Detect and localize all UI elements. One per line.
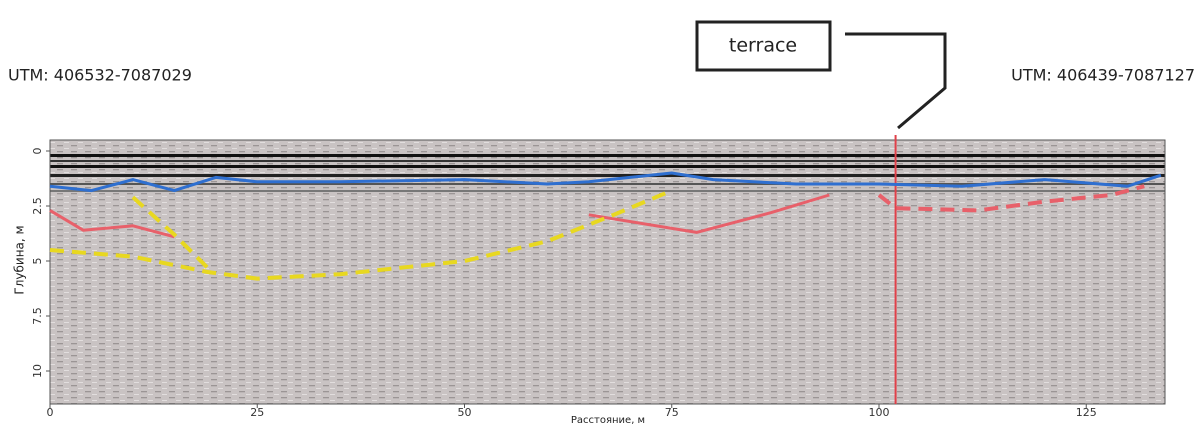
y-axis-title: Глубина, м <box>13 225 27 294</box>
interpretation-line <box>877 184 1145 213</box>
callout-connector <box>845 32 947 130</box>
x-tick-label: 25 <box>250 406 264 419</box>
utm-left: UTM: 406532-7087029 <box>8 66 192 85</box>
callout-box <box>695 20 832 72</box>
interpretation-line <box>49 171 1162 193</box>
utm-right: UTM: 406439-7087127 <box>1011 66 1195 85</box>
x-tick-label: 75 <box>665 406 679 419</box>
plot-frame <box>49 139 1166 405</box>
y-tick-label: 0 <box>31 148 44 155</box>
x-tick-label: 100 <box>868 406 889 419</box>
x-tick-label: 125 <box>1076 406 1097 419</box>
interpretation-line <box>49 188 673 281</box>
callout-text: terrace <box>729 35 797 57</box>
x-tick-label: 50 <box>457 406 471 419</box>
y-tick-label: 5 <box>31 258 44 265</box>
interpretation-line <box>49 193 830 239</box>
x-tick-label: 0 <box>47 406 54 419</box>
y-tick-label: 10 <box>31 364 44 378</box>
x-axis-title: Расстояние, м <box>571 415 645 426</box>
y-tick-label: 7.5 <box>31 307 44 325</box>
surface-bands <box>50 154 1165 192</box>
y-tick-label: 2.5 <box>31 197 44 215</box>
